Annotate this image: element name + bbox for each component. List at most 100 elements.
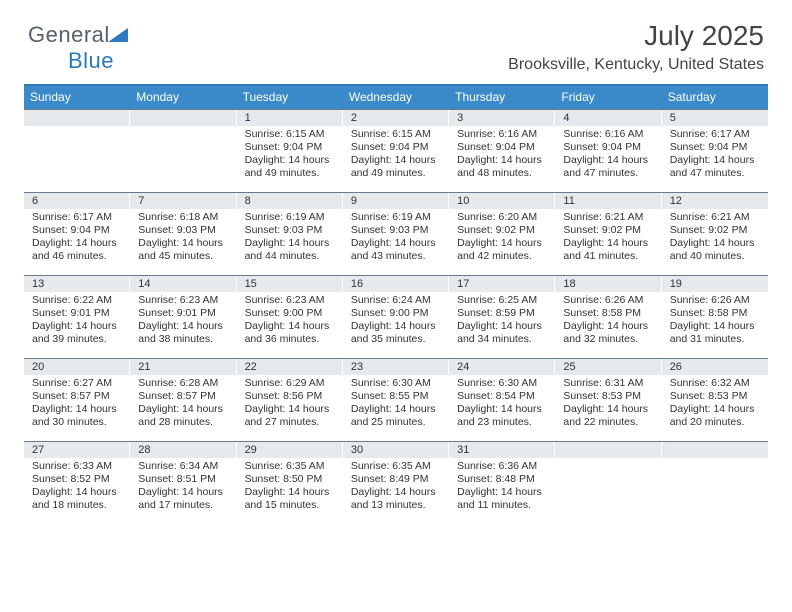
calendar-day: 27Sunrise: 6:33 AMSunset: 8:52 PMDayligh… — [24, 442, 130, 524]
daylight-line: Daylight: 14 hours and 48 minutes. — [457, 154, 542, 179]
day-number: 17 — [449, 276, 555, 292]
day-number: 6 — [24, 193, 130, 209]
day-number: 25 — [555, 359, 661, 375]
day-number: 27 — [24, 442, 130, 458]
calendar-table: SundayMondayTuesdayWednesdayThursdayFrid… — [24, 84, 768, 524]
weekday-header: Thursday — [449, 86, 555, 109]
day-number: 15 — [237, 276, 343, 292]
sunrise-line: Sunrise: 6:25 AM — [457, 294, 537, 306]
brand-triangle-icon — [108, 28, 128, 44]
daylight-line: Daylight: 14 hours and 30 minutes. — [32, 403, 117, 428]
daylight-line: Daylight: 14 hours and 13 minutes. — [351, 486, 436, 511]
day-number: 18 — [555, 276, 661, 292]
day-details: Sunrise: 6:26 AMSunset: 8:58 PMDaylight:… — [555, 292, 661, 351]
calendar-week-row: 20Sunrise: 6:27 AMSunset: 8:57 PMDayligh… — [24, 358, 768, 441]
sunset-line: Sunset: 9:03 PM — [138, 224, 216, 236]
sunrise-line: Sunrise: 6:19 AM — [245, 211, 325, 223]
calendar-day: 16Sunrise: 6:24 AMSunset: 9:00 PMDayligh… — [343, 276, 449, 358]
daylight-line: Daylight: 14 hours and 25 minutes. — [351, 403, 436, 428]
calendar-day: 13Sunrise: 6:22 AMSunset: 9:01 PMDayligh… — [24, 276, 130, 358]
day-details: Sunrise: 6:28 AMSunset: 8:57 PMDaylight:… — [130, 375, 236, 434]
day-details: Sunrise: 6:26 AMSunset: 8:58 PMDaylight:… — [662, 292, 768, 351]
sunset-line: Sunset: 8:51 PM — [138, 473, 216, 485]
day-number — [555, 442, 661, 458]
day-number: 10 — [449, 193, 555, 209]
calendar-day: 9Sunrise: 6:19 AMSunset: 9:03 PMDaylight… — [343, 193, 449, 275]
calendar-day: 22Sunrise: 6:29 AMSunset: 8:56 PMDayligh… — [237, 359, 343, 441]
day-number: 22 — [237, 359, 343, 375]
calendar-day: 26Sunrise: 6:32 AMSunset: 8:53 PMDayligh… — [662, 359, 768, 441]
sunset-line: Sunset: 9:00 PM — [245, 307, 323, 319]
calendar-day: 15 Sunrise: 6:23 AMSunset: 9:00 PMDayligh… — [237, 276, 343, 358]
day-number: 29 — [237, 442, 343, 458]
day-details: Sunrise: 6:23 AMSunset: 9:01 PMDaylight:… — [130, 292, 236, 351]
sunset-line: Sunset: 8:57 PM — [32, 390, 110, 402]
day-details: Sunrise: 6:33 AMSunset: 8:52 PMDaylight:… — [24, 458, 130, 517]
day-details: Sunrise: 6:19 AMSunset: 9:03 PMDaylight:… — [237, 209, 343, 268]
sunset-line: Sunset: 8:50 PM — [245, 473, 323, 485]
sunset-line: Sunset: 8:59 PM — [457, 307, 535, 319]
day-details: Sunrise: 6:34 AMSunset: 8:51 PMDaylight:… — [130, 458, 236, 517]
sunrise-line: Sunrise: 6:16 AM — [563, 128, 643, 140]
day-number: 21 — [130, 359, 236, 375]
calendar-day: 3Sunrise: 6:16 AMSunset: 9:04 PMDaylight… — [449, 110, 555, 192]
day-details: Sunrise: 6:27 AMSunset: 8:57 PMDaylight:… — [24, 375, 130, 434]
day-details: Sunrise: 6:36 AMSunset: 8:48 PMDaylight:… — [449, 458, 555, 517]
sunrise-line: Sunrise: 6:15 AM — [351, 128, 431, 140]
weekday-header: Tuesday — [237, 86, 343, 109]
sunset-line: Sunset: 8:48 PM — [457, 473, 535, 485]
calendar-week-row: 13Sunrise: 6:22 AMSunset: 9:01 PMDayligh… — [24, 275, 768, 358]
daylight-line: Daylight: 14 hours and 46 minutes. — [32, 237, 117, 262]
day-number: 7 — [130, 193, 236, 209]
day-details: Sunrise: 6:18 AMSunset: 9:03 PMDaylight:… — [130, 209, 236, 268]
daylight-line: Daylight: 14 hours and 18 minutes. — [32, 486, 117, 511]
day-details: Sunrise: 6:30 AMSunset: 8:55 PMDaylight:… — [343, 375, 449, 434]
sunset-line: Sunset: 9:04 PM — [351, 141, 429, 153]
calendar-day: 8Sunrise: 6:19 AMSunset: 9:03 PMDaylight… — [237, 193, 343, 275]
sunrise-line: Sunrise: 6:31 AM — [563, 377, 643, 389]
page-title: July 2025 — [644, 20, 764, 52]
calendar-day: 4Sunrise: 6:16 AMSunset: 9:04 PMDaylight… — [555, 110, 661, 192]
sunset-line: Sunset: 8:55 PM — [351, 390, 429, 402]
day-details: Sunrise: 6:15 AMSunset: 9:04 PMDaylight:… — [343, 126, 449, 185]
day-details: Sunrise: 6:19 AMSunset: 9:03 PMDaylight:… — [343, 209, 449, 268]
calendar-day: 1Sunrise: 6:15 AMSunset: 9:04 PMDaylight… — [237, 110, 343, 192]
sunrise-line: Sunrise: 6:27 AM — [32, 377, 112, 389]
brand-text-2: Blue — [68, 48, 114, 73]
sunset-line: Sunset: 8:57 PM — [138, 390, 216, 402]
sunset-line: Sunset: 9:03 PM — [245, 224, 323, 236]
calendar-day: 24Sunrise: 6:30 AMSunset: 8:54 PMDayligh… — [449, 359, 555, 441]
day-details: Sunrise: 6:17 AMSunset: 9:04 PMDaylight:… — [24, 209, 130, 268]
daylight-line: Daylight: 14 hours and 31 minutes. — [670, 320, 755, 345]
daylight-line: Daylight: 14 hours and 17 minutes. — [138, 486, 223, 511]
day-details: Sunrise: 6:25 AMSunset: 8:59 PMDaylight:… — [449, 292, 555, 351]
daylight-line: Daylight: 14 hours and 40 minutes. — [670, 237, 755, 262]
day-number: 12 — [662, 193, 768, 209]
day-details: Sunrise: 6:20 AMSunset: 9:02 PMDaylight:… — [449, 209, 555, 268]
sunset-line: Sunset: 9:03 PM — [351, 224, 429, 236]
brand-logo: General Blue — [28, 22, 128, 74]
day-details: Sunrise: 6:21 AMSunset: 9:02 PMDaylight:… — [555, 209, 661, 268]
sunset-line: Sunset: 9:02 PM — [457, 224, 535, 236]
page-subtitle: Brooksville, Kentucky, United States — [508, 56, 764, 74]
sunrise-line: Sunrise: 6:17 AM — [670, 128, 750, 140]
sunrise-line: Sunrise: 6:30 AM — [351, 377, 431, 389]
day-details: Sunrise: 6:31 AMSunset: 8:53 PMDaylight:… — [555, 375, 661, 434]
day-number: 30 — [343, 442, 449, 458]
calendar-day-empty — [130, 110, 236, 192]
sunset-line: Sunset: 9:04 PM — [563, 141, 641, 153]
daylight-line: Daylight: 14 hours and 20 minutes. — [670, 403, 755, 428]
sunrise-line: Sunrise: 6:32 AM — [670, 377, 750, 389]
sunrise-line: Sunrise: 6:21 AM — [670, 211, 750, 223]
sunrise-line: Sunrise: 6:15 AM — [245, 128, 325, 140]
daylight-line: Daylight: 14 hours and 28 minutes. — [138, 403, 223, 428]
sunset-line: Sunset: 8:58 PM — [563, 307, 641, 319]
sunset-line: Sunset: 9:04 PM — [32, 224, 110, 236]
sunrise-line: Sunrise: 6:23 AM — [245, 294, 325, 306]
sunrise-line: Sunrise: 6:35 AM — [245, 460, 325, 472]
daylight-line: Daylight: 14 hours and 32 minutes. — [563, 320, 648, 345]
day-number: 8 — [237, 193, 343, 209]
daylight-line: Daylight: 14 hours and 36 minutes. — [245, 320, 330, 345]
day-number: 20 — [24, 359, 130, 375]
sunrise-line: Sunrise: 6:19 AM — [351, 211, 431, 223]
